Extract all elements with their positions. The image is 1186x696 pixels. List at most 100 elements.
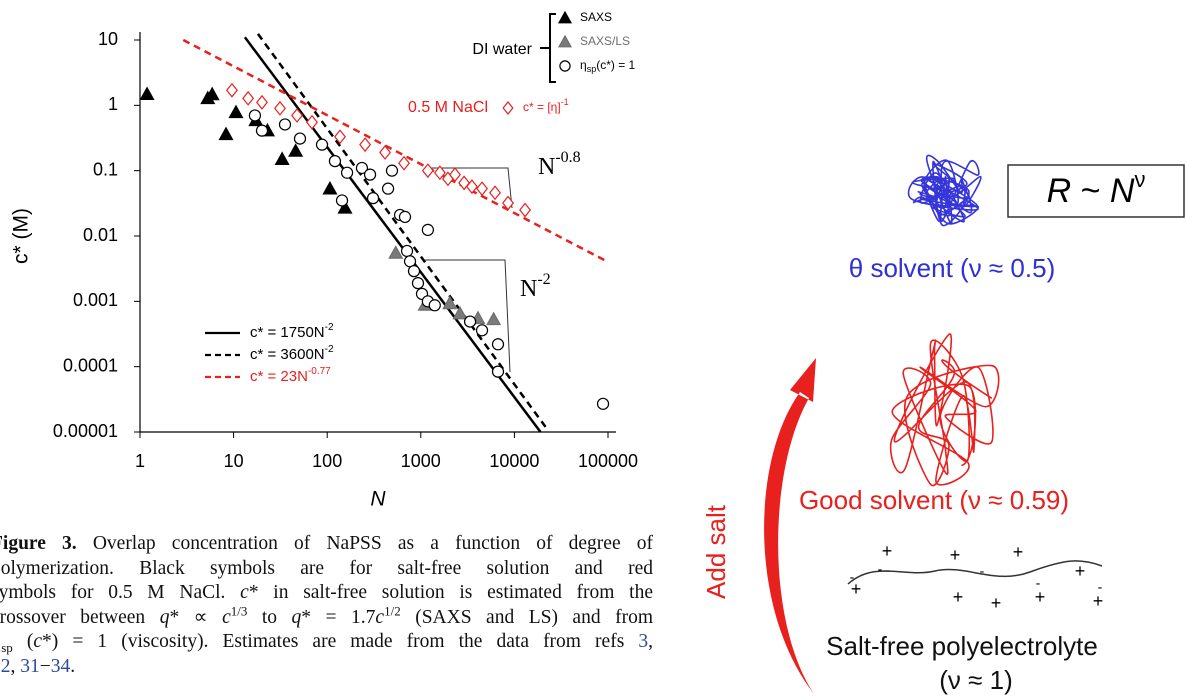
x-tick-label: 10000 bbox=[489, 451, 539, 471]
x-tick-label: 1000 bbox=[401, 451, 441, 471]
data-point bbox=[400, 244, 414, 258]
data-point bbox=[315, 138, 329, 151]
legend-label: c* = 23N-0.77 bbox=[250, 366, 331, 385]
slope-bracket bbox=[425, 259, 511, 373]
legend-sup: -2 bbox=[325, 322, 334, 333]
data-point bbox=[379, 144, 392, 160]
arrow bbox=[764, 358, 816, 694]
data-point bbox=[288, 143, 304, 157]
y-tick-label: 0.1 bbox=[93, 159, 118, 179]
y-tick-label: 0.001 bbox=[73, 290, 118, 310]
caption-text: *) = 1 (viscosity). Estimates are made f… bbox=[42, 631, 639, 652]
data-point bbox=[385, 164, 399, 177]
data-point bbox=[256, 94, 268, 110]
data-point bbox=[335, 194, 349, 207]
fit-line bbox=[243, 36, 542, 433]
caption-line: 32, 31−34. bbox=[0, 655, 653, 680]
caption-text: 1/3 bbox=[230, 603, 248, 618]
caption-text: 1/2 bbox=[384, 603, 401, 618]
y-tick-label: 0.01 bbox=[83, 225, 118, 245]
theta-label: θ solvent (ν ≈ 0.5) bbox=[849, 253, 1055, 283]
formula-box bbox=[1007, 164, 1185, 218]
charge: + bbox=[851, 579, 862, 599]
data-point bbox=[306, 114, 318, 130]
caption-text: Figure 3. bbox=[0, 533, 77, 554]
caption-text: (SAXS and LS) and from bbox=[400, 606, 653, 628]
data-point bbox=[491, 365, 505, 378]
data-point bbox=[449, 167, 461, 183]
caption-text: polymerization. Black symbols are for sa… bbox=[0, 557, 653, 579]
caption-ref[interactable]: 31 bbox=[20, 655, 40, 677]
y-axis-label: c* (M) bbox=[10, 208, 33, 264]
charge: + bbox=[1075, 561, 1086, 581]
caption-text: . bbox=[70, 655, 76, 677]
legend-label: ηsp(c*) = 1 bbox=[580, 58, 636, 74]
legend-text: c* = 3600N bbox=[250, 346, 325, 363]
x-tick-label: 10 bbox=[224, 451, 244, 471]
data-point bbox=[340, 166, 354, 179]
data-point bbox=[475, 324, 489, 337]
caption-ref[interactable]: 32 bbox=[0, 655, 11, 677]
formula-part: ~ bbox=[1071, 172, 1110, 210]
data-point bbox=[274, 100, 286, 116]
data-point bbox=[204, 86, 220, 101]
caption-ref[interactable]: 3 bbox=[638, 631, 649, 652]
coil bbox=[907, 154, 982, 227]
marker bbox=[557, 34, 573, 48]
caption-text: ( bbox=[12, 631, 34, 652]
data-point bbox=[242, 90, 255, 106]
data-point bbox=[388, 245, 404, 259]
data-point bbox=[465, 179, 478, 195]
data-point bbox=[355, 161, 369, 175]
fit-line bbox=[182, 38, 609, 264]
legend-text: η bbox=[580, 58, 587, 72]
data-point bbox=[519, 202, 532, 218]
caption-text: Overlap concentration of NaPSS as a func… bbox=[76, 533, 653, 554]
x-tick-label: 1 bbox=[135, 451, 145, 471]
charge: + bbox=[953, 587, 964, 607]
annotation-sup: -2 bbox=[537, 271, 550, 288]
caption-text: c bbox=[33, 631, 42, 652]
annotation-text: N bbox=[538, 154, 555, 180]
data-point bbox=[359, 137, 372, 153]
data-point bbox=[225, 82, 238, 98]
data-point bbox=[502, 195, 515, 211]
x-axis-label: N bbox=[370, 488, 386, 511]
data-point bbox=[322, 180, 338, 195]
coil bbox=[889, 333, 1000, 487]
caption-text: q bbox=[159, 606, 170, 628]
x-tick-label: 100000 bbox=[578, 451, 638, 471]
salt-free-label: (ν ≈ 1) bbox=[939, 665, 1013, 695]
y-tick-label: 10 bbox=[98, 29, 118, 49]
data-point bbox=[381, 182, 395, 195]
caption: Figure 3. Overlap concentration of NaPSS… bbox=[0, 532, 653, 679]
data-point bbox=[433, 165, 446, 181]
legend-group: DI water bbox=[472, 41, 532, 58]
charge: - bbox=[878, 561, 883, 577]
data-point bbox=[491, 338, 505, 351]
legend-text: (c*) = 1 bbox=[596, 58, 635, 72]
caption-line: symbols for 0.5 M NaCl. c* in salt-free … bbox=[0, 581, 653, 606]
formula-part: R bbox=[1047, 172, 1072, 210]
annotation-sup: -0.8 bbox=[555, 149, 580, 166]
marker bbox=[502, 101, 514, 115]
polyelectrolyte-chain bbox=[847, 560, 1103, 585]
data-point bbox=[334, 129, 346, 145]
data-point bbox=[428, 299, 441, 312]
data-point bbox=[421, 163, 434, 179]
caption-text: c bbox=[240, 582, 249, 603]
data-point bbox=[489, 185, 502, 201]
charge: + bbox=[882, 541, 893, 561]
annotation-text: N bbox=[520, 276, 537, 302]
data-point bbox=[337, 200, 353, 214]
data-point bbox=[366, 191, 380, 205]
charge: - bbox=[1098, 579, 1103, 595]
data-point bbox=[421, 223, 434, 237]
data-point bbox=[274, 151, 290, 165]
data-point bbox=[486, 311, 502, 326]
caption-text: , bbox=[648, 631, 653, 652]
data-point bbox=[293, 132, 307, 145]
caption-ref[interactable]: 34 bbox=[50, 655, 71, 677]
legend-label: c* = [η]-1 bbox=[523, 97, 569, 114]
formula-part: N bbox=[1110, 172, 1135, 210]
